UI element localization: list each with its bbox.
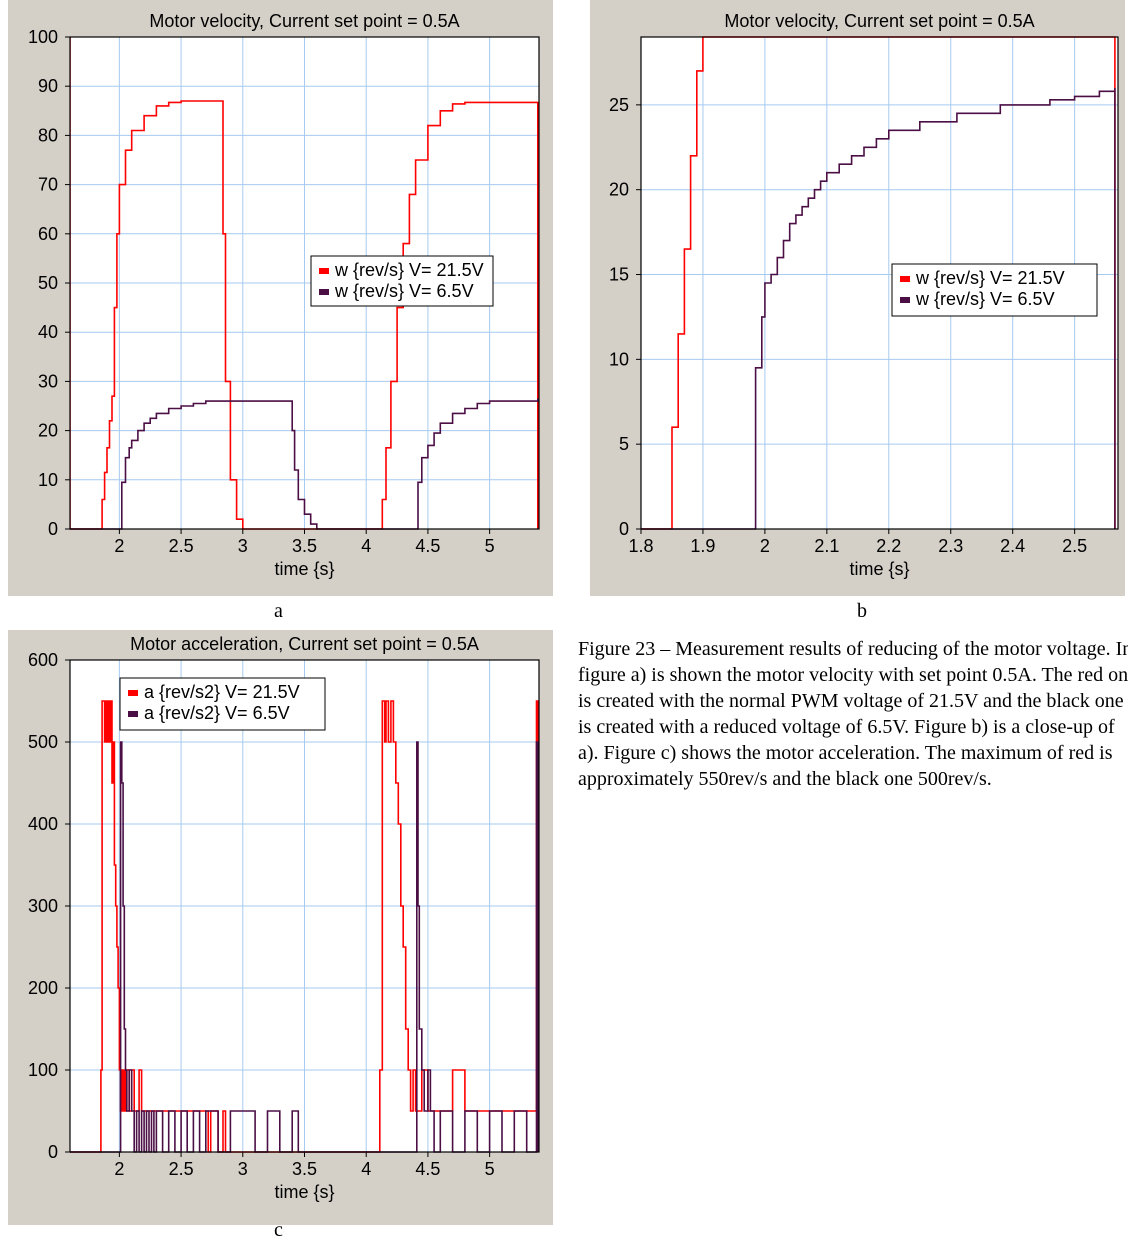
x-tick-label: 2.5 bbox=[169, 536, 194, 556]
figure-label-b: b bbox=[857, 600, 867, 622]
y-tick-label: 0 bbox=[619, 519, 629, 539]
y-tick-label: 200 bbox=[28, 978, 58, 998]
figure-caption: Figure 23 – Measurement results of reduc… bbox=[578, 638, 1128, 790]
chart-title: Motor velocity, Current set point = 0.5A bbox=[149, 11, 459, 31]
x-tick-label: 2.4 bbox=[1000, 536, 1025, 556]
legend-swatch-2 bbox=[128, 711, 138, 717]
y-tick-label: 100 bbox=[28, 27, 58, 47]
x-tick-label: 4 bbox=[361, 536, 371, 556]
y-tick-label: 70 bbox=[38, 175, 58, 195]
legend-label-1: w {rev/s} V= 21.5V bbox=[915, 268, 1065, 288]
legend-label-2: a {rev/s2} V= 6.5V bbox=[144, 703, 290, 723]
y-tick-label: 0 bbox=[48, 519, 58, 539]
x-tick-label: 1.8 bbox=[628, 536, 653, 556]
x-tick-label: 3 bbox=[238, 536, 248, 556]
x-tick-label: 5 bbox=[485, 1159, 495, 1179]
legend-box bbox=[891, 263, 1098, 317]
x-tick-label: 2.5 bbox=[1062, 536, 1087, 556]
series-line-2 bbox=[70, 741, 539, 1153]
y-tick-label: 20 bbox=[609, 180, 629, 200]
x-tick-label: 2 bbox=[760, 536, 770, 556]
chart-title: Motor acceleration, Current set point = … bbox=[130, 634, 479, 654]
figure-label-a: a bbox=[274, 600, 283, 622]
y-tick-label: 500 bbox=[28, 732, 58, 752]
chart-b-motor-velocity-closeup: 1.8 1.9 2 2.1 2.2 2.3 2.4 2.5 0 5 10 15 20 25 Motor ve… bbox=[590, 0, 1125, 596]
y-tick-label: 100 bbox=[28, 1060, 58, 1080]
legend-swatch-1 bbox=[900, 276, 910, 282]
legend-label-1: a {rev/s2} V= 21.5V bbox=[144, 682, 300, 702]
legend-box bbox=[119, 677, 326, 731]
x-axis-label: time {s} bbox=[849, 559, 909, 579]
y-tick-label: 40 bbox=[38, 322, 58, 342]
y-tick-label: 50 bbox=[38, 273, 58, 293]
legend-label-2: w {rev/s} V= 6.5V bbox=[334, 281, 474, 301]
x-tick-label: 3.5 bbox=[292, 536, 317, 556]
y-tick-label: 10 bbox=[609, 349, 629, 369]
legend-swatch-1 bbox=[128, 690, 138, 696]
x-tick-label: 5 bbox=[485, 536, 495, 556]
legend-swatch-2 bbox=[319, 289, 329, 295]
y-tick-label: 30 bbox=[38, 371, 58, 391]
plot-border bbox=[69, 659, 540, 1153]
x-tick-label: 2.1 bbox=[814, 536, 839, 556]
x-axis-label: time {s} bbox=[274, 559, 334, 579]
y-tick-label: 300 bbox=[28, 896, 58, 916]
x-tick-label: 2.2 bbox=[876, 536, 901, 556]
figure-label-c: c bbox=[274, 1219, 283, 1241]
chart-title: Motor velocity, Current set point = 0.5A bbox=[724, 11, 1034, 31]
y-tick-label: 25 bbox=[609, 95, 629, 115]
series-line-2 bbox=[70, 398, 539, 530]
series-line-2 bbox=[641, 87, 1116, 530]
x-tick-label: 2.3 bbox=[938, 536, 963, 556]
legend-swatch-1 bbox=[319, 268, 329, 274]
y-tick-label: 80 bbox=[38, 125, 58, 145]
y-tick-label: 20 bbox=[38, 421, 58, 441]
x-tick-label: 3.5 bbox=[292, 1159, 317, 1179]
chart-a-motor-velocity: 2 2.5 3 3.5 4 4.5 50102030405060708090100Motor… bbox=[8, 0, 553, 596]
y-tick-label: 90 bbox=[38, 76, 58, 96]
x-tick-label: 2 bbox=[114, 536, 124, 556]
plot-border bbox=[69, 36, 540, 530]
x-tick-label: 2.5 bbox=[169, 1159, 194, 1179]
x-tick-label: 2 bbox=[114, 1159, 124, 1179]
y-tick-label: 5 bbox=[619, 434, 629, 454]
y-tick-label: 0 bbox=[48, 1142, 58, 1162]
x-tick-label: 1.9 bbox=[690, 536, 715, 556]
legend-swatch-2 bbox=[900, 297, 910, 303]
x-tick-label: 4.5 bbox=[415, 536, 440, 556]
y-tick-label: 15 bbox=[609, 265, 629, 285]
series-line-1 bbox=[70, 37, 539, 530]
legend-label-1: w {rev/s} V= 21.5V bbox=[334, 260, 484, 280]
y-tick-label: 600 bbox=[28, 650, 58, 670]
x-tick-label: 4.5 bbox=[415, 1159, 440, 1179]
x-tick-label: 4 bbox=[361, 1159, 371, 1179]
y-tick-label: 10 bbox=[38, 470, 58, 490]
y-tick-label: 400 bbox=[28, 814, 58, 834]
legend-box bbox=[310, 255, 494, 307]
chart-c-motor-acceleration: 2 2.5 3 3.5 4 4.5 5 0 100 200 300 400 500 600 Motor ac… bbox=[8, 630, 553, 1225]
x-axis-label: time {s} bbox=[274, 1182, 334, 1202]
legend-label-2: w {rev/s} V= 6.5V bbox=[915, 289, 1055, 309]
plot-border bbox=[640, 36, 1119, 530]
y-tick-label: 60 bbox=[38, 224, 58, 244]
x-tick-label: 3 bbox=[238, 1159, 248, 1179]
